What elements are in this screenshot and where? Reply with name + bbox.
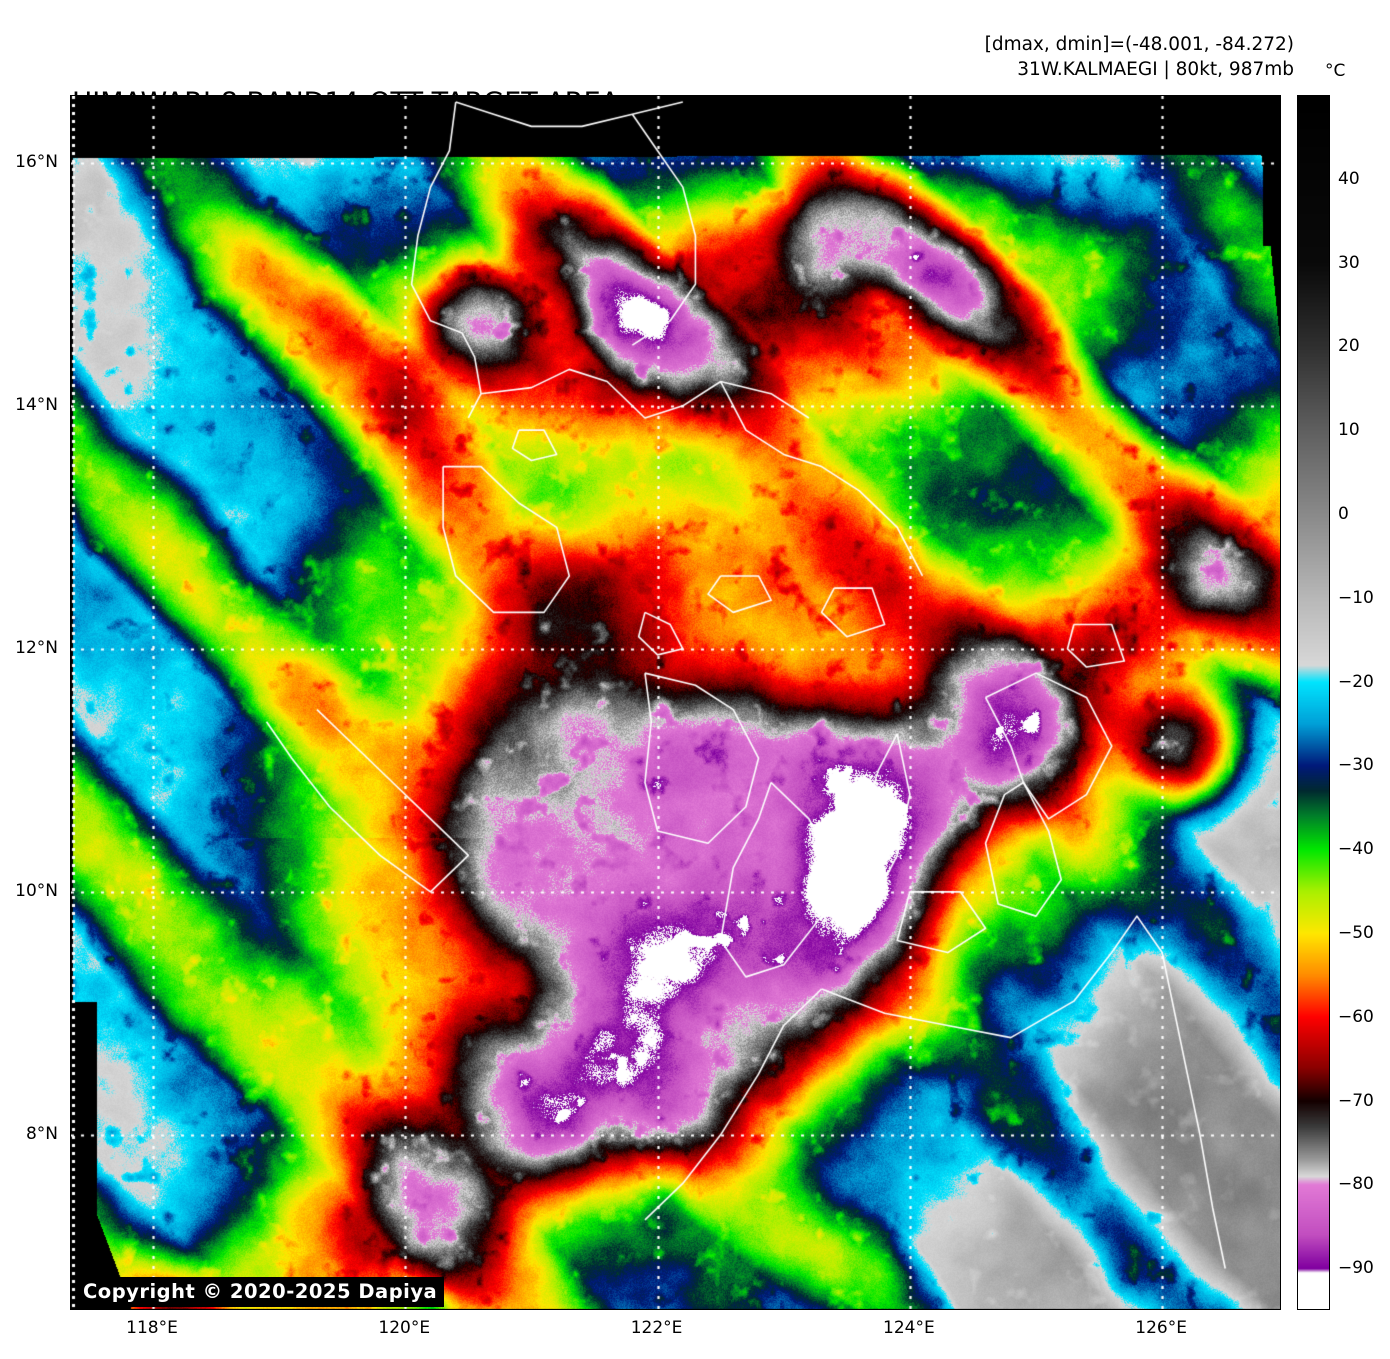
satellite-image-plot	[70, 95, 1281, 1310]
colorbar-tick-4: 0	[1338, 503, 1349, 524]
colorbar-tick-2: 20	[1338, 336, 1360, 357]
colorbar-tick-7: −30	[1338, 755, 1374, 776]
colorbar	[1297, 95, 1330, 1310]
colorbar-tick-9: −50	[1338, 922, 1374, 943]
colorbar-tick-5: −10	[1338, 587, 1374, 608]
colorbar-tick-3: 10	[1338, 420, 1360, 441]
colorbar-tick-0: 40	[1338, 168, 1360, 189]
colorbar-tick-1: 30	[1338, 252, 1360, 273]
figure-metadata: [dmax, dmin]=(-48.001, -84.272) 31W.KALM…	[985, 32, 1294, 82]
satellite-imagery-canvas	[71, 96, 1280, 1309]
y-tick-3: 10°N	[15, 880, 58, 901]
colorbar-tick-10: −60	[1338, 1006, 1374, 1027]
y-tick-0: 16°N	[15, 151, 58, 172]
dmax-dmin-text: [dmax, dmin]=(-48.001, -84.272)	[984, 34, 1294, 55]
storm-info-text: 31W.KALMAEGI | 80kt, 987mb	[1017, 59, 1294, 80]
x-tick-3: 124°E	[883, 1318, 935, 1338]
y-tick-1: 14°N	[15, 394, 58, 415]
x-tick-1: 120°E	[378, 1318, 431, 1338]
y-tick-2: 12°N	[15, 637, 58, 658]
x-tick-4: 126°E	[1135, 1318, 1188, 1338]
copyright-label: Copyright © 2020-2025 Dapiya	[76, 1277, 445, 1307]
colorbar-tick-12: −80	[1338, 1174, 1374, 1195]
colorbar-tick-8: −40	[1338, 839, 1374, 860]
colorbar-tick-6: −20	[1338, 671, 1374, 692]
x-tick-2: 122°E	[630, 1318, 683, 1338]
y-tick-4: 8°N	[25, 1123, 58, 1144]
colorbar-gradient	[1297, 95, 1330, 1310]
colorbar-tick-11: −70	[1338, 1090, 1374, 1111]
colorbar-unit-label: °C	[1325, 61, 1346, 81]
colorbar-tick-13: −90	[1338, 1258, 1374, 1279]
x-tick-0: 118°E	[126, 1318, 178, 1338]
